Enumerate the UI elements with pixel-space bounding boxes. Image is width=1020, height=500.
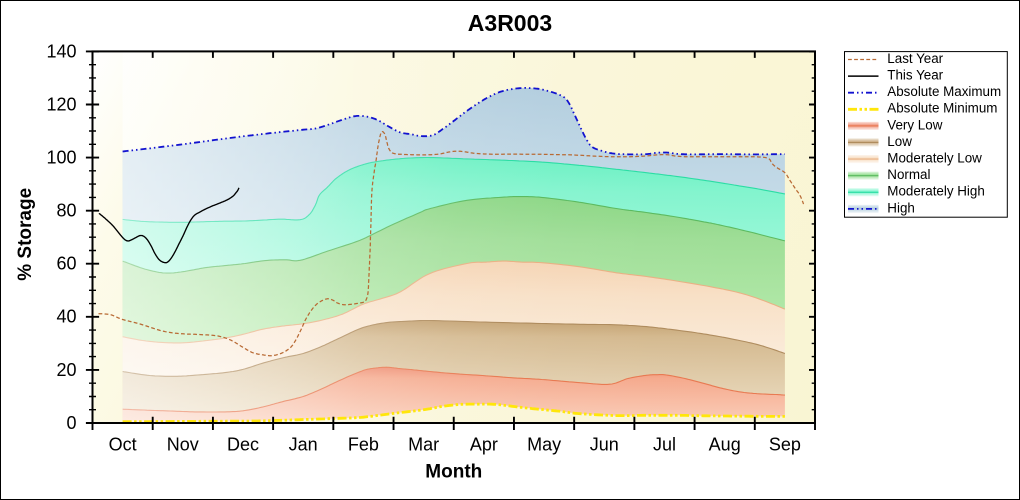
svg-text:Jul: Jul	[653, 434, 676, 454]
svg-text:0: 0	[66, 413, 76, 433]
svg-text:Moderately Low: Moderately Low	[887, 151, 982, 166]
svg-text:140: 140	[46, 41, 76, 61]
svg-text:% Storage: % Storage	[15, 188, 36, 281]
svg-text:Sep: Sep	[769, 434, 801, 454]
svg-text:Aug: Aug	[709, 434, 741, 454]
svg-text:Oct: Oct	[109, 434, 137, 454]
svg-text:Absolute Maximum: Absolute Maximum	[887, 84, 1001, 99]
svg-text:Low: Low	[887, 134, 912, 149]
svg-text:This Year: This Year	[887, 68, 943, 83]
svg-text:40: 40	[56, 307, 76, 327]
svg-text:Dec: Dec	[227, 434, 259, 454]
svg-text:Mar: Mar	[408, 434, 439, 454]
svg-text:Normal: Normal	[887, 167, 930, 182]
svg-text:Jan: Jan	[289, 434, 318, 454]
svg-text:Feb: Feb	[348, 434, 379, 454]
svg-text:Last Year: Last Year	[887, 51, 943, 66]
svg-text:A3R003: A3R003	[468, 10, 552, 36]
svg-text:Apr: Apr	[470, 434, 498, 454]
svg-text:Nov: Nov	[167, 434, 199, 454]
svg-text:80: 80	[56, 201, 76, 221]
svg-text:May: May	[527, 434, 561, 454]
svg-text:Absolute Minimum: Absolute Minimum	[887, 101, 997, 116]
svg-text:High: High	[887, 200, 915, 215]
svg-text:100: 100	[46, 148, 76, 168]
svg-text:Month: Month	[425, 462, 482, 483]
svg-text:Very Low: Very Low	[887, 117, 942, 132]
svg-text:Jun: Jun	[590, 434, 619, 454]
svg-text:60: 60	[56, 254, 76, 274]
svg-text:Moderately High: Moderately High	[887, 184, 985, 199]
svg-text:20: 20	[56, 360, 76, 380]
svg-text:120: 120	[46, 94, 76, 114]
